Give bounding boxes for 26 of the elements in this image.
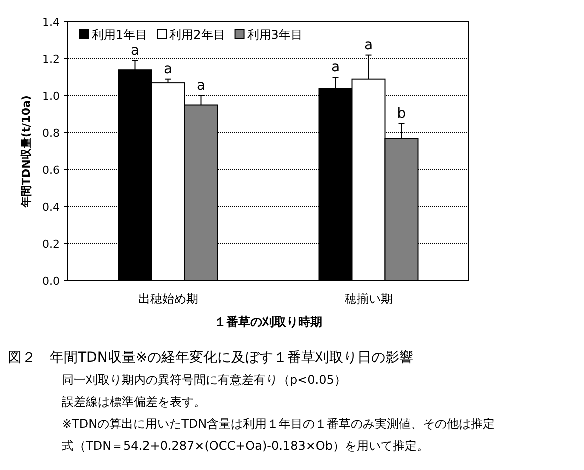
x-axis-title: １番草の刈取り時期	[214, 315, 322, 329]
annotation: a	[331, 60, 340, 76]
text: 誤差線は標準偏差を表す。	[62, 395, 206, 409]
legend-label: 利用1年目	[92, 28, 148, 42]
y-tick-label: 1.2	[42, 53, 60, 66]
y-tick-label: 0.4	[42, 201, 60, 214]
legend-label: 利用3年目	[247, 28, 303, 42]
text: 同一刈取り期内の異符号間に有意差有り（p<0.05）	[62, 373, 346, 387]
annotation: a	[130, 42, 140, 59]
annotation: b	[397, 106, 406, 122]
y-axis-title: 年間TDN収量(t/10a)	[20, 96, 33, 208]
legend-label: 利用2年目	[170, 28, 226, 42]
y-tick-label: 0.2	[42, 238, 60, 251]
text: ※TDNの算出に用いたTDN含量は利用１年目の１番草のみ実測値、その他は推定	[62, 417, 496, 431]
annotation: a	[164, 61, 173, 78]
text: 式（TDN＝54.2+0.287×(OCC+Oa)-0.183×Ob）を用いて推定。	[62, 439, 429, 453]
x-tick-label: 穂揃い期	[344, 292, 393, 306]
y-tick-label: 0.6	[42, 164, 60, 177]
y-tick-label: 0.8	[42, 127, 60, 140]
annotation: a	[364, 37, 374, 54]
y-tick-label: 1.0	[42, 90, 60, 103]
annotation: a	[196, 78, 206, 94]
y-tick-label: 0.0	[42, 275, 60, 288]
x-tick-label: 出穂始め期	[138, 292, 198, 306]
caption: 図２ 年間TDN収量※の経年変化に及ぼす１番草刈取り日の影響	[8, 350, 414, 366]
y-tick-label: 1.4	[42, 16, 60, 29]
